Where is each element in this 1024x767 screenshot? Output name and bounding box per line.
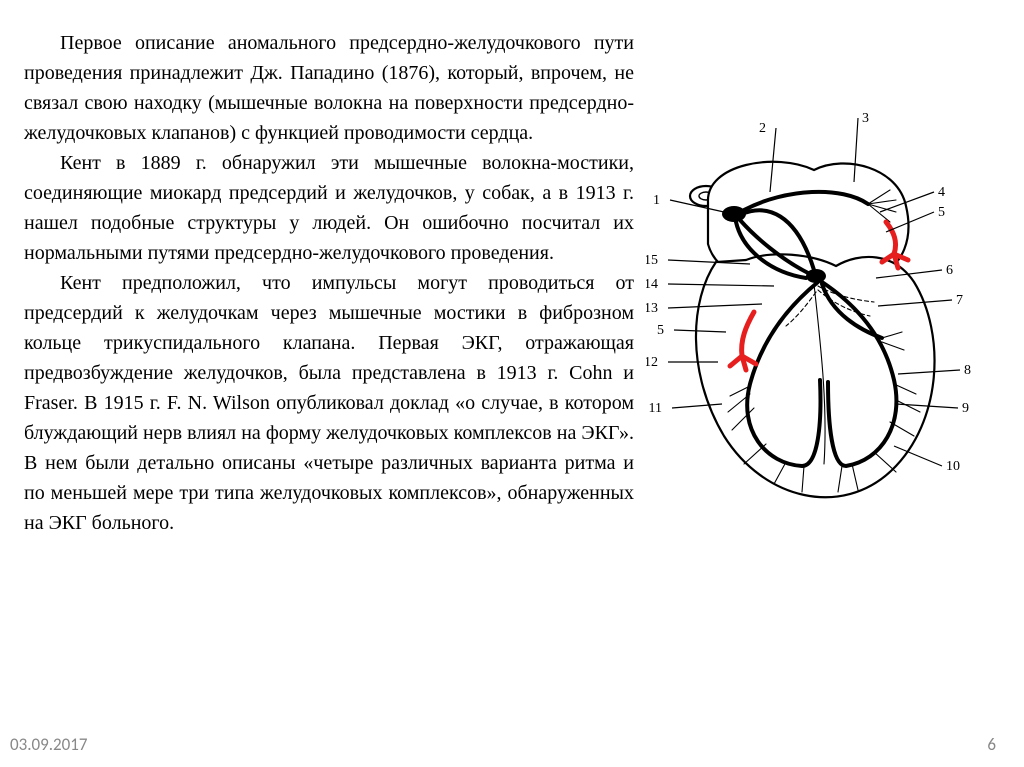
content-row: Первое описание аномального предсердно-ж… (24, 28, 1000, 538)
heart-svg: 1234567891011125131415 (646, 104, 996, 524)
paragraph-1: Первое описание аномального предсердно-ж… (24, 28, 634, 148)
footer: 03.09.2017 6 (0, 734, 1024, 755)
diagram-label: 8 (964, 363, 971, 378)
text-column: Первое описание аномального предсердно-ж… (24, 28, 634, 538)
diagram-label: 1 (653, 193, 660, 208)
diagram-label: 2 (759, 121, 766, 136)
diagram-label: 11 (649, 401, 662, 416)
diagram-label: 9 (962, 401, 969, 416)
diagram-label: 4 (938, 185, 945, 200)
diagram-label: 14 (646, 277, 658, 292)
diagram-label: 15 (646, 253, 658, 268)
diagram-label: 10 (946, 459, 960, 474)
diagram-label: 6 (946, 263, 953, 278)
diagram-label: 12 (646, 355, 658, 370)
diagram-label: 5 (657, 323, 664, 338)
footer-page-number: 6 (987, 734, 996, 755)
diagram-label: 5 (938, 205, 945, 220)
footer-date: 03.09.2017 (10, 734, 88, 755)
diagram-label: 7 (956, 293, 963, 308)
paragraph-3: Кент предположил, что импульсы могут про… (24, 268, 634, 538)
diagram-label: 13 (646, 301, 658, 316)
paragraph-2: Кент в 1889 г. обнаружил эти мышечные во… (24, 148, 634, 268)
heart-diagram: 1234567891011125131415 (634, 28, 1000, 524)
page: Первое описание аномального предсердно-ж… (0, 0, 1024, 767)
diagram-label: 3 (862, 111, 869, 126)
